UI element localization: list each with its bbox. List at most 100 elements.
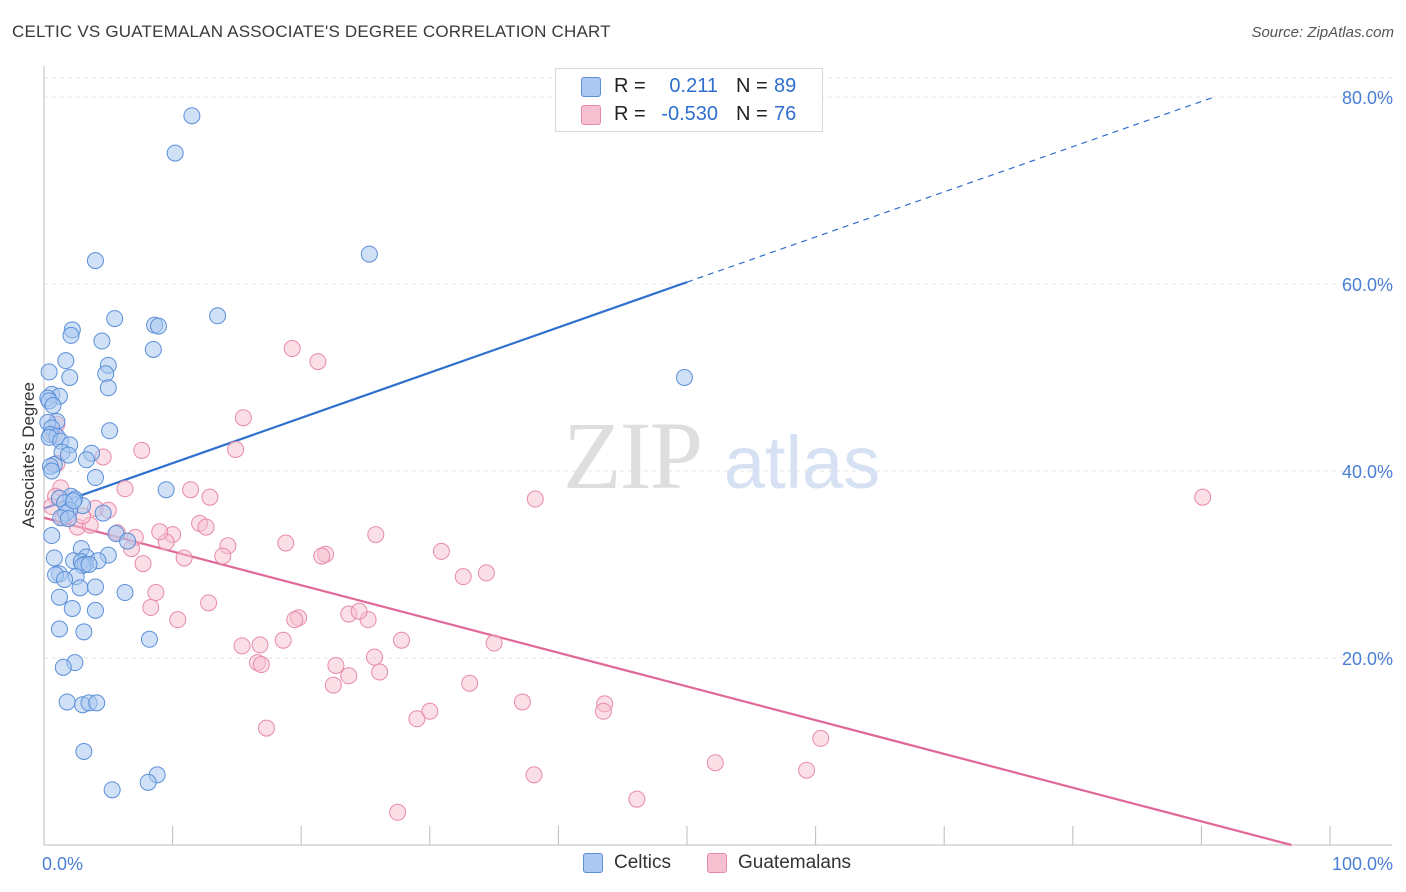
guatemalan-point: [485, 634, 503, 652]
guatemalan-point: [340, 667, 358, 685]
n-value: 76: [774, 103, 797, 125]
celtic-point: [106, 310, 124, 328]
watermark-zip: ZIP: [563, 402, 701, 509]
guatemalan-point: [366, 648, 384, 666]
guatemalan-point: [151, 523, 169, 541]
guatemalan-point: [389, 803, 407, 821]
guatemalan-point: [233, 637, 251, 655]
celtic-point: [43, 527, 61, 545]
celtic-point: [140, 630, 158, 648]
guatemalan-point: [594, 702, 612, 720]
celtic-points: [39, 107, 693, 799]
celtic-point: [43, 462, 61, 480]
guatemalan-point: [454, 568, 472, 586]
celtic-point: [139, 773, 157, 791]
guatemalan-point: [371, 663, 389, 681]
celtic-point: [93, 332, 111, 350]
y-tick-label: 40.0%: [1342, 462, 1393, 482]
source-credit: Source: ZipAtlas.com: [1251, 24, 1394, 41]
guatemalan-point: [227, 440, 245, 458]
y-tick-label: 60.0%: [1342, 275, 1393, 295]
trend-lines: [43, 96, 1292, 847]
celtic-point: [80, 556, 98, 573]
guatemalan-point: [798, 761, 816, 779]
celtic-point: [40, 363, 58, 381]
guatemalan-point: [200, 594, 218, 612]
celtic-point: [94, 504, 112, 522]
guatemalan-point: [251, 636, 269, 654]
guatemalan-point: [142, 599, 160, 617]
guatemalans-swatch: [581, 105, 601, 125]
celtic-point: [63, 599, 81, 617]
celtic-point: [57, 352, 75, 370]
celtic-point: [59, 510, 77, 528]
celtic-trend-line: [43, 281, 688, 510]
guatemalan-point: [309, 353, 327, 371]
guatemalan-point: [277, 534, 295, 552]
r-value: 0.211: [669, 75, 718, 97]
celtic-point: [75, 623, 93, 641]
y-axis-label: Associate's Degree: [19, 382, 38, 528]
guatemalan-point: [812, 729, 830, 747]
celtic-point: [50, 620, 68, 638]
guatemalan-point: [432, 542, 450, 560]
celtic-point: [61, 369, 79, 386]
guatemalan-point: [525, 766, 543, 784]
guatemalan-point: [214, 547, 232, 565]
guatemalan-point: [286, 611, 304, 629]
r-value: -0.530: [661, 103, 718, 125]
celtic-point: [88, 694, 106, 712]
guatemalan-point: [169, 611, 187, 629]
guatemalan-point: [1194, 488, 1212, 506]
celtic-point: [149, 317, 167, 335]
correlation-legend: R = 0.211 N = 89 R = -0.530 N = 76: [555, 68, 823, 132]
celtic-point: [86, 578, 104, 596]
r-label: R =: [614, 103, 646, 125]
guatemalan-point: [257, 719, 275, 737]
guatemalan-point: [283, 340, 301, 358]
celtic-point: [157, 481, 175, 499]
celtic-point: [675, 369, 693, 386]
guatemalan-point: [421, 702, 439, 720]
guatemalan-point: [461, 674, 479, 692]
celtic-point: [116, 584, 134, 602]
legend-label: Celtics: [614, 852, 672, 873]
celtic-point: [99, 379, 117, 397]
legend-row-celtics: R = 0.211 N = 89: [556, 73, 822, 99]
guatemalan-point: [367, 526, 385, 544]
guatemalan-point: [274, 631, 292, 649]
celtic-point: [58, 693, 76, 711]
watermark: ZIP atlas: [563, 402, 880, 509]
celtic-point: [71, 579, 89, 597]
celtic-point: [65, 492, 83, 510]
celtic-point: [59, 446, 77, 464]
guatemalan-point: [234, 409, 252, 427]
guatemalan-point: [175, 549, 193, 567]
n-value: 89: [774, 75, 797, 97]
guatemalan-point: [327, 656, 345, 674]
celtic-point: [144, 340, 162, 358]
celtic-point: [86, 601, 104, 619]
celtics-swatch: [583, 853, 603, 873]
guatemalan-point: [324, 676, 342, 694]
guatemalan-point: [313, 547, 331, 565]
celtic-point: [77, 451, 95, 469]
guatemalan-point: [350, 602, 368, 620]
legend-label: Guatemalans: [738, 852, 852, 873]
celtic-point: [86, 469, 104, 487]
guatemalan-point: [147, 584, 165, 602]
celtic-point: [86, 252, 104, 270]
celtic-point: [62, 326, 80, 344]
guatemalan-trend-line: [43, 516, 1292, 847]
guatemalan-point: [408, 710, 426, 728]
legend-row-guatemalans: R = -0.530 N = 76: [556, 101, 822, 127]
watermark-atlas: atlas: [724, 421, 880, 504]
guatemalan-point: [393, 631, 411, 649]
n-label: N =: [736, 75, 768, 97]
guatemalan-point: [477, 564, 495, 582]
guatemalan-point: [252, 656, 270, 674]
celtic-point: [183, 107, 201, 125]
celtic-point: [50, 588, 68, 606]
r-label: R =: [614, 75, 646, 97]
